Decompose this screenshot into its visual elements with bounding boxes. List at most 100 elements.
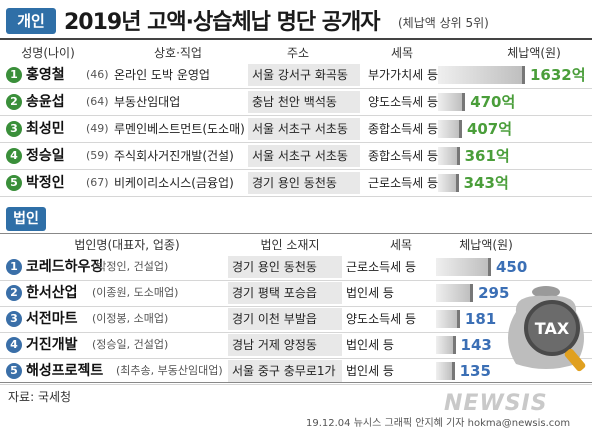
person-age: (46)	[86, 68, 109, 81]
business-type: 온라인 도박 운영업	[114, 68, 210, 82]
address-cell-bg	[228, 282, 342, 304]
corp-address: 경기 이천 부발읍	[232, 312, 317, 326]
col-header-amount: 체납액(원)	[507, 46, 561, 60]
corp-detail: (이정봉, 소매업)	[92, 312, 169, 325]
address: 서울 서초구 서초동	[252, 122, 348, 136]
corp-tax-type: 근로소득세 등	[346, 260, 417, 274]
amount-label: 343억	[463, 174, 509, 192]
person-name: 최성민	[26, 121, 65, 137]
business-type: 부동산임대업	[114, 95, 181, 109]
amount-label: 143	[460, 336, 492, 354]
col-header-name: 성명(나이)	[21, 46, 75, 60]
amount-bar	[438, 147, 457, 165]
amount-label: 361억	[464, 147, 510, 165]
amount-bar-cap	[488, 258, 491, 276]
amount-label: 450	[496, 258, 528, 276]
person-age: (67)	[86, 176, 109, 189]
newsis-logo: NEWSIS	[444, 391, 548, 416]
amount-bar-cap	[462, 93, 466, 111]
person-name: 박정인	[26, 175, 65, 191]
tax-type: 근로소득세 등	[368, 176, 439, 190]
amount-label: 135	[459, 362, 491, 380]
amount-bar	[436, 310, 457, 328]
corp-tax-type: 법인세 등	[346, 338, 394, 352]
col-header-corp-address: 법인 소재지	[260, 238, 320, 252]
address-cell-bg	[248, 91, 360, 113]
tax-bag-icon: TAX	[496, 282, 592, 374]
col-header-business: 상호·직업	[154, 46, 202, 60]
amount-bar-cap	[522, 66, 525, 84]
section-badge-corporate: 법인	[6, 207, 46, 231]
col-header-tax: 세목	[390, 46, 414, 60]
rank-badge: 1	[6, 259, 22, 275]
table-row: 1 코레드하우징 (박정인, 건설업) 경기 용인 동천동 근로소득세 등 450	[0, 255, 592, 279]
section-badge-individual: 개인	[6, 8, 56, 34]
address: 충남 천안 백석동	[252, 95, 337, 109]
corp-address: 경기 평택 포승읍	[232, 286, 317, 300]
amount-bar-cap	[452, 336, 456, 354]
tax-type: 양도소득세 등	[368, 95, 439, 109]
corp-tax-type: 양도소득세 등	[346, 312, 417, 326]
address-cell-bg	[228, 308, 342, 330]
person-age: (49)	[86, 122, 109, 135]
address: 서울 강서구 화곡동	[252, 68, 348, 82]
corp-detail: (최추송, 부동산임대업)	[116, 364, 223, 377]
row-divider	[0, 280, 592, 281]
corp-detail: (이종원, 도소매업)	[92, 286, 179, 299]
address-cell-bg	[228, 256, 342, 278]
corp-tax-type: 법인세 등	[346, 286, 394, 300]
row-divider	[0, 196, 592, 197]
amount-bar-cap	[455, 174, 459, 192]
col-header-address: 주소	[286, 46, 310, 60]
corp-detail: (정승일, 건설업)	[92, 338, 169, 351]
amount-bar-cap	[451, 362, 455, 380]
person-name: 홍영철	[26, 67, 65, 83]
rank-badge: 1	[6, 67, 22, 83]
row-divider	[0, 115, 592, 116]
row-divider	[0, 306, 592, 307]
corp-address: 서울 중구 충무로1가	[232, 364, 336, 378]
corp-name: 코레드하우징	[26, 259, 104, 275]
title-note: (체납액 상위 5위)	[398, 16, 489, 30]
table-row: 2 송윤섭 (64) 부동산임대업 충남 천안 백석동 양도소득세 등 470억	[0, 90, 592, 114]
amount-label: 181	[464, 310, 497, 328]
row-divider	[0, 358, 592, 359]
amount-bar	[438, 66, 522, 84]
tax-type: 종합소득세 등	[368, 122, 439, 136]
business-type: 비케이리소시스(금융업)	[114, 176, 234, 190]
amount-label: 295	[478, 284, 510, 302]
person-name: 송윤섭	[26, 94, 65, 110]
row-divider	[0, 88, 592, 89]
table-row: 2 한서산업 (이종원, 도소매업) 경기 평택 포승읍 법인세 등 295	[0, 281, 592, 305]
corp-address: 경기 용인 동천동	[232, 260, 317, 274]
amount-bar	[438, 174, 456, 192]
address-cell-bg	[248, 172, 360, 194]
row-divider	[0, 169, 592, 170]
corp-name: 거진개발	[26, 337, 78, 353]
corp-name: 해성프로젝트	[26, 363, 104, 379]
title-divider	[0, 38, 592, 40]
rank-badge: 5	[6, 175, 22, 191]
col-header-corp-tax: 세목	[389, 238, 413, 252]
rank-badge: 4	[6, 148, 22, 164]
rank-badge: 5	[6, 363, 22, 379]
table-row: 4 거진개발 (정승일, 건설업) 경남 거제 양정동 법인세 등 143	[0, 333, 592, 357]
table-row: 3 최성민 (49) 루멘인베스트먼트(도소매) 서울 서초구 서초동 종합소득세 등 40…	[0, 117, 592, 141]
row-divider	[0, 142, 592, 143]
footer-divider	[0, 382, 592, 383]
address-cell-bg	[248, 64, 360, 86]
address-cell-bg	[248, 118, 360, 140]
tax-type: 부가가치세 등	[368, 68, 439, 82]
person-age: (64)	[86, 95, 109, 108]
business-type: 루멘인베스트먼트(도소매)	[114, 122, 245, 136]
table-row: 5 해성프로젝트 (최추송, 부동산임대업) 서울 중구 충무로1가 법인세 등 135	[0, 359, 592, 383]
rank-badge: 3	[6, 311, 22, 327]
section-divider	[0, 233, 592, 234]
col-header-corp-name: 법인명(대표자, 업종)	[74, 238, 180, 252]
address-cell-bg	[228, 334, 342, 356]
table-row: 5 박정인 (67) 비케이리소시스(금융업) 경기 용인 동천동 근로소득세 등 343억	[0, 171, 592, 195]
corp-address: 경남 거제 양정동	[232, 338, 317, 352]
rank-badge: 2	[6, 94, 22, 110]
amount-bar	[438, 120, 459, 138]
amount-bar	[438, 93, 463, 111]
